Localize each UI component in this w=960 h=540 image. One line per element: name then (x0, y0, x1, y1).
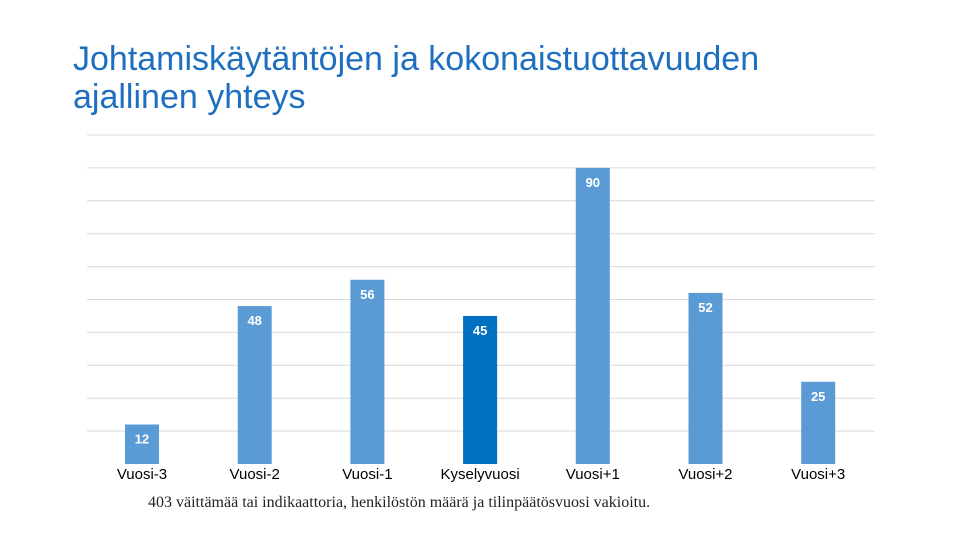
bar (575, 167, 610, 464)
bar (463, 315, 498, 464)
bar (801, 381, 836, 464)
chart-title: Johtamiskäytäntöjen ja kokonaistuottavuu… (73, 40, 760, 116)
data-label: 45 (473, 323, 487, 338)
x-tick-label: Vuosi+2 (678, 466, 732, 483)
data-label: 90 (586, 175, 600, 190)
data-label: 48 (247, 313, 261, 328)
bar (125, 424, 159, 464)
data-label: 25 (811, 389, 825, 404)
data-label: 56 (360, 287, 374, 302)
data-label: 12 (135, 432, 149, 447)
chart-footnote: 403 väittämää tai indikaattoria, henkilö… (148, 494, 651, 511)
x-tick-label: Vuosi+1 (566, 466, 620, 483)
x-tick-label: Vuosi-3 (117, 466, 167, 483)
bar (688, 292, 723, 464)
x-tick-label: Kyselyvuosi (440, 466, 519, 483)
x-tick-label: Vuosi-1 (342, 466, 392, 483)
bar (350, 279, 385, 464)
x-tick-label: Vuosi-2 (230, 466, 280, 483)
data-label: 52 (698, 300, 712, 315)
bar (237, 306, 272, 464)
x-tick-label: Vuosi+3 (791, 466, 845, 483)
